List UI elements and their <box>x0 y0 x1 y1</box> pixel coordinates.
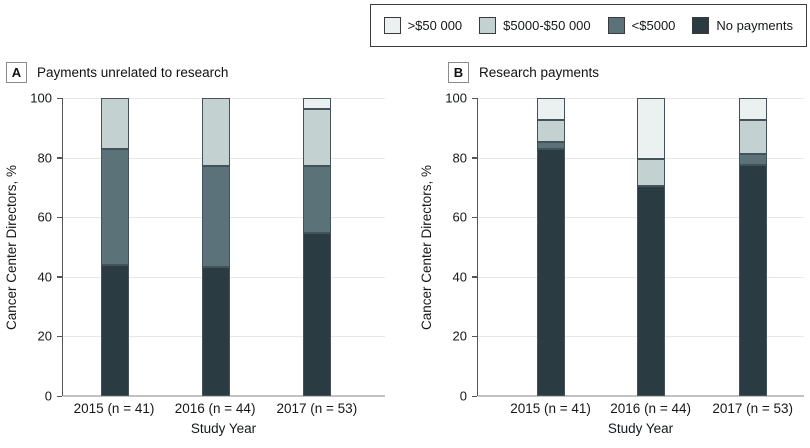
y-tick-mark <box>57 276 62 278</box>
panel-a-y-axis-label: Cancer Center Directors, % <box>4 164 19 330</box>
legend-swatch-icon <box>383 17 401 34</box>
y-tick-mark <box>57 335 62 338</box>
panels-row: A Payments unrelated to research Cancer … <box>0 56 810 436</box>
x-tick-label: 2017 (n = 53) <box>276 401 358 416</box>
panel-b-y-axis: 0 20 40 60 80 100 <box>441 92 477 403</box>
y-tick-label: 80 <box>452 150 467 166</box>
legend-item: >$50 000 <box>383 17 463 34</box>
y-tick-label: 100 <box>445 90 467 106</box>
y-tick-mark <box>472 276 477 278</box>
legend-item-label: <$5000 <box>631 18 676 33</box>
panel-a: A Payments unrelated to research Cancer … <box>0 56 405 436</box>
bar-segment <box>738 154 767 166</box>
legend-item: <$5000 <box>607 17 676 34</box>
stacked-bar <box>738 98 767 396</box>
y-tick-mark <box>472 216 477 219</box>
panel-b-header: B Research payments <box>448 61 810 83</box>
bar-segment <box>738 98 767 121</box>
panel-a-y-axis: 0 20 40 60 80 100 <box>26 92 62 403</box>
bar-segment <box>201 98 230 166</box>
stacked-bar <box>303 98 332 396</box>
y-tick-label: 20 <box>452 328 467 344</box>
legend-swatch-icon <box>692 17 710 34</box>
y-tick-mark <box>472 335 477 338</box>
bar-segment <box>537 98 566 121</box>
y-tick-mark <box>57 97 62 99</box>
bar-segment <box>537 148 566 396</box>
bar-segment <box>637 158 666 186</box>
bar-segment <box>303 98 332 110</box>
bar-segment <box>100 98 129 149</box>
legend-item-label: No payments <box>716 18 793 33</box>
bar-segment <box>303 165 332 233</box>
y-tick-mark <box>472 97 477 99</box>
panel-b-letter: B <box>448 61 469 83</box>
y-tick-label: 80 <box>37 150 52 166</box>
legend-item-label: $5000-$50 000 <box>503 18 591 33</box>
bar-segment <box>537 120 566 142</box>
y-tick-label: 0 <box>459 388 467 404</box>
bar-segment <box>201 267 230 396</box>
y-tick-label: 60 <box>37 209 52 225</box>
panel-b-x-axis: 2015 (n = 41) 2016 (n = 44) 2017 (n = 53) <box>477 396 804 420</box>
x-tick-label: 2016 (n = 44) <box>174 401 256 416</box>
legend-item: No payments <box>692 17 793 34</box>
y-tick-mark <box>57 157 62 159</box>
panel-b-chart-area: Cancer Center Directors, % 0 20 40 60 80 100 … <box>419 92 810 436</box>
bar-segment <box>303 109 332 166</box>
bar-segment <box>100 148 129 266</box>
bar-segment <box>637 98 666 159</box>
panel-a-header: A Payments unrelated to research <box>6 61 405 83</box>
bar-segment <box>303 233 332 396</box>
x-axis-line <box>63 395 385 397</box>
panel-a-chart-area: Cancer Center Directors, % 0 20 40 60 80 100 … <box>4 92 405 436</box>
panel-b-plot <box>477 98 804 397</box>
panel-a-plot-column: 2015 (n = 41) 2016 (n = 44) 2017 (n = 53) … <box>62 98 385 436</box>
legend-swatch-icon <box>607 17 625 34</box>
x-tick-label: 2015 (n = 41) <box>73 401 155 416</box>
stacked-bar <box>201 98 230 396</box>
y-tick-label: 60 <box>452 209 467 225</box>
legend-swatch-icon <box>479 17 497 34</box>
bar-segment <box>637 185 666 396</box>
bar-segment <box>100 265 129 396</box>
bar-segment <box>537 141 566 149</box>
stacked-bar <box>537 98 566 396</box>
x-axis-line <box>478 395 804 397</box>
legend-item: $5000-$50 000 <box>479 17 591 34</box>
bar-segment <box>201 165 230 268</box>
panel-b: B Research payments Cancer Center Direct… <box>405 56 810 436</box>
x-tick-label: 2015 (n = 41) <box>510 401 591 416</box>
panel-a-title: Payments unrelated to research <box>37 64 229 80</box>
y-tick-label: 20 <box>37 328 52 344</box>
stacked-bar <box>100 98 129 396</box>
panel-a-x-axis-label: Study Year <box>190 421 257 436</box>
y-tick-mark <box>472 395 477 397</box>
y-tick-label: 100 <box>30 90 52 106</box>
y-tick-label: 40 <box>37 269 52 285</box>
panel-a-letter: A <box>6 61 27 83</box>
x-tick-label: 2016 (n = 44) <box>610 401 691 416</box>
y-tick-mark <box>472 157 477 159</box>
bar-segment <box>738 120 767 155</box>
y-tick-mark <box>57 216 62 219</box>
panel-a-x-axis: 2015 (n = 41) 2016 (n = 44) 2017 (n = 53) <box>62 396 385 420</box>
panel-b-x-axis-label: Study Year <box>607 421 674 436</box>
legend-item-label: >$50 000 <box>407 18 463 33</box>
legend: >$50 000 $5000-$50 000 <$5000 No payments <box>369 4 807 47</box>
stacked-bar <box>637 98 666 396</box>
y-tick-label: 0 <box>44 388 52 404</box>
y-tick-label: 40 <box>452 269 467 285</box>
panel-b-y-axis-label: Cancer Center Directors, % <box>419 164 434 330</box>
panel-b-plot-column: 2015 (n = 41) 2016 (n = 44) 2017 (n = 53) … <box>477 98 804 436</box>
x-tick-label: 2017 (n = 53) <box>712 401 793 416</box>
panel-b-title: Research payments <box>479 64 600 80</box>
y-tick-mark <box>57 395 62 397</box>
panel-a-plot <box>62 98 385 397</box>
bar-segment <box>738 165 767 396</box>
